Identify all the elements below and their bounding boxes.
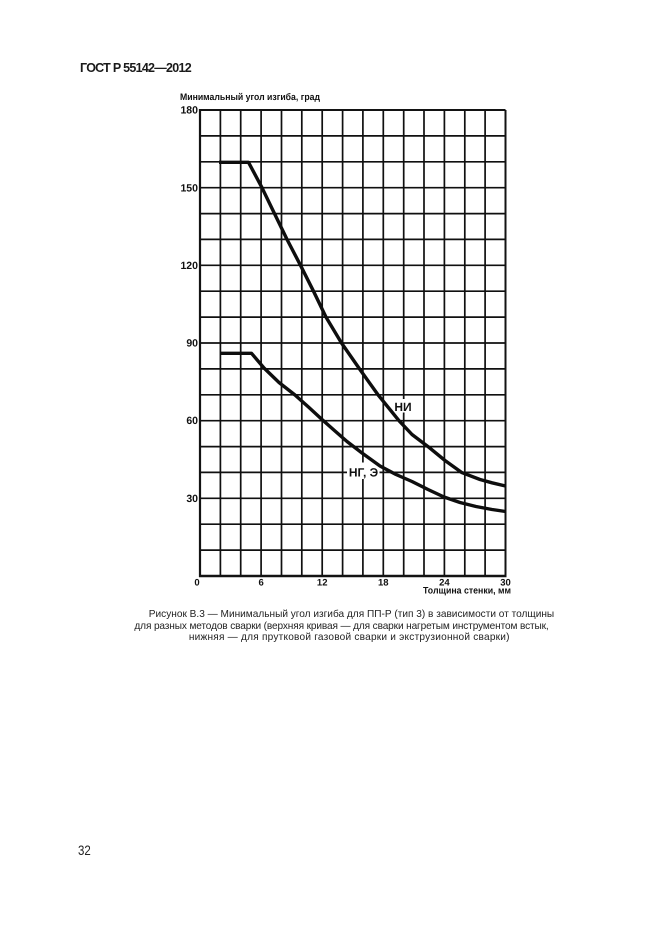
svg-text:0: 0 (194, 578, 199, 589)
svg-text:12: 12 (317, 578, 328, 589)
svg-text:Толщина стенки, мм: Толщина стенки, мм (423, 586, 511, 597)
svg-text:90: 90 (186, 338, 198, 350)
svg-text:60: 60 (186, 415, 198, 427)
svg-text:Минимальный угол изгиба, град: Минимальный угол изгиба, град (180, 92, 320, 103)
svg-text:18: 18 (378, 578, 389, 589)
svg-text:24: 24 (439, 578, 450, 589)
svg-text:180: 180 (180, 104, 198, 116)
svg-text:НГ, Э: НГ, Э (349, 466, 379, 480)
svg-text:30: 30 (500, 578, 511, 589)
svg-text:30: 30 (186, 493, 198, 505)
svg-text:150: 150 (180, 182, 198, 194)
svg-text:6: 6 (258, 578, 263, 589)
svg-text:НИ: НИ (394, 400, 411, 414)
svg-text:120: 120 (180, 260, 198, 272)
